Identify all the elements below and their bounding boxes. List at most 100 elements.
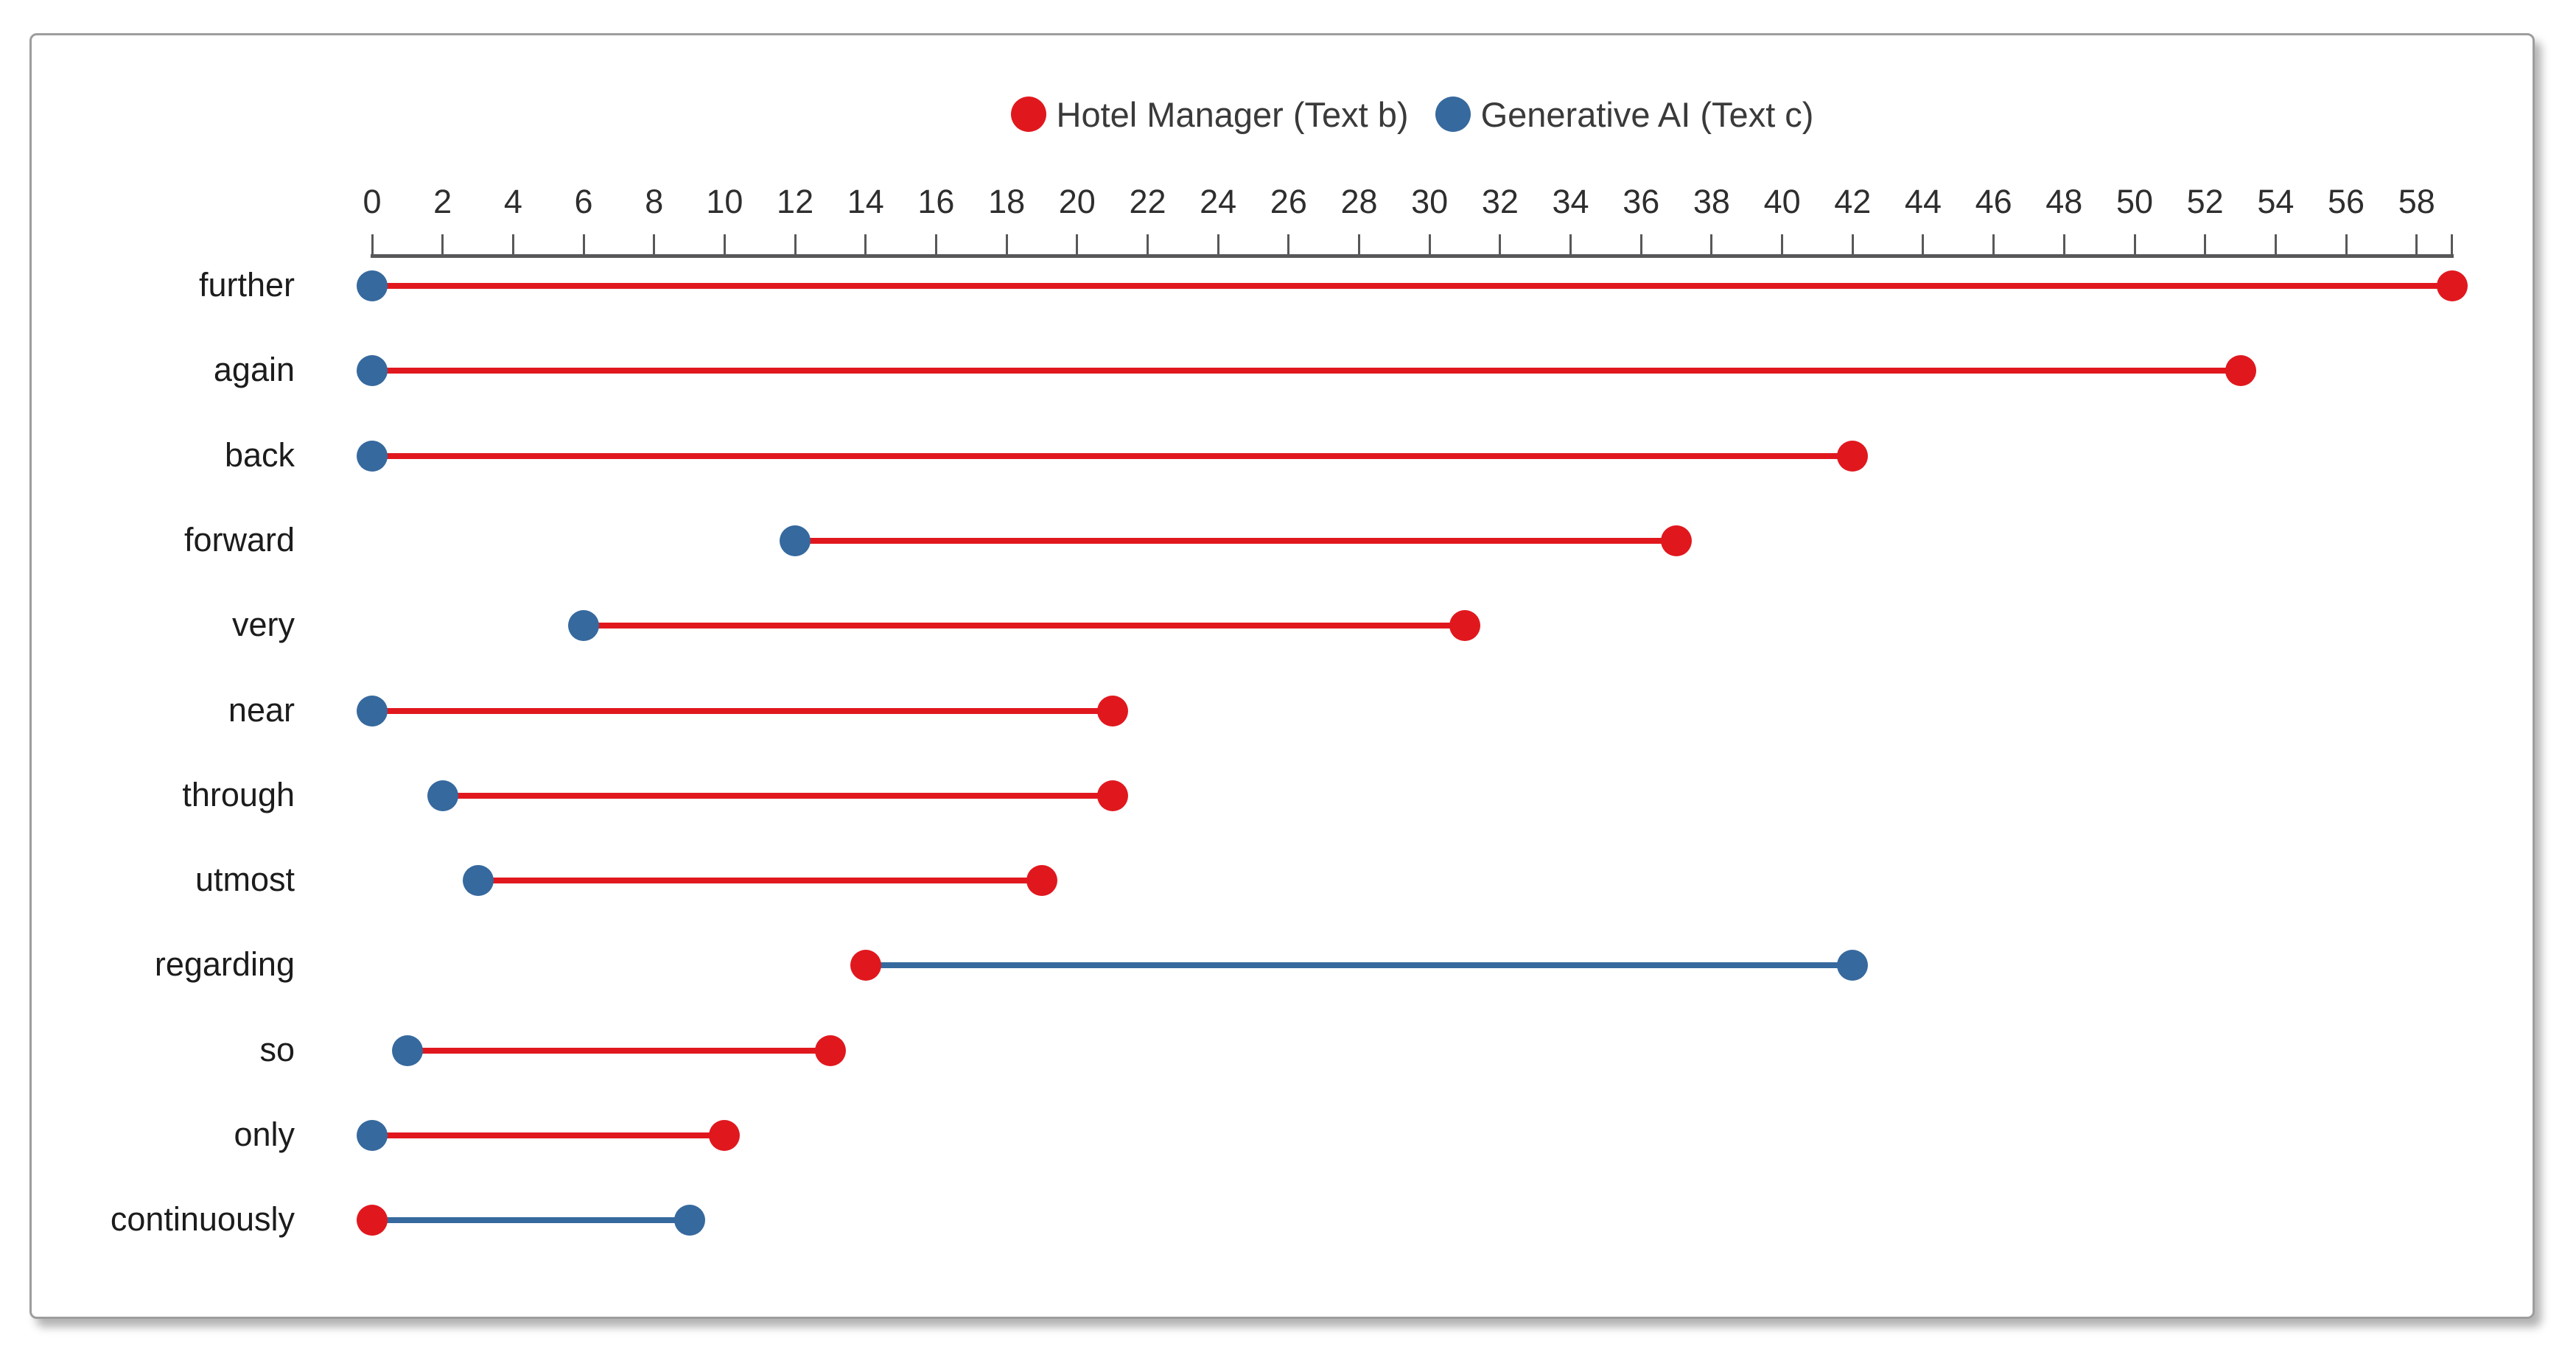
axis-tick-label: 4	[503, 183, 522, 220]
dumbbell-line	[407, 1047, 830, 1054]
axis-tick	[1710, 234, 1713, 254]
dumbbell-line	[477, 878, 1042, 884]
category-label: through	[182, 775, 295, 813]
dumbbell-line	[372, 707, 1113, 714]
legend-item-hotel-manager: Hotel Manager (Text b)	[1010, 94, 1409, 135]
axis-tick	[2415, 234, 2418, 254]
axis-tick	[1428, 234, 1431, 254]
category-label: near	[228, 690, 295, 729]
axis-tick-label: 52	[2186, 183, 2224, 220]
hotel-manager-dot	[1096, 780, 1128, 811]
axis-tick-label: 48	[2045, 183, 2083, 220]
axis-tick	[1358, 234, 1361, 254]
axis-tick-label: 8	[645, 183, 664, 220]
hotel-manager-dot	[850, 950, 881, 981]
chart-legend: Hotel Manager (Text b) Generative AI (Te…	[372, 81, 2452, 147]
hotel-manager-dot	[2436, 270, 2468, 301]
axis-tick	[2274, 234, 2277, 254]
axis-end-tick	[2451, 234, 2454, 254]
dumbbell-line	[372, 368, 2241, 374]
category-label: continuously	[110, 1200, 295, 1239]
axis-tick	[371, 234, 374, 254]
axis-tick	[1639, 234, 1642, 254]
axis-tick-label: 18	[988, 183, 1026, 220]
generative-ai-dot	[357, 355, 388, 387]
category-label: forward	[183, 520, 295, 559]
axis-tick	[1146, 234, 1149, 254]
hotel-manager-dot	[2225, 355, 2256, 387]
generative-ai-dot	[357, 1120, 388, 1151]
hotel-manager-dot	[814, 1034, 846, 1066]
dumbbell-line	[584, 623, 1466, 629]
axis-tick-label: 56	[2328, 183, 2365, 220]
axis-tick	[1569, 234, 1572, 254]
dumbbell-line	[795, 537, 1677, 544]
axis-tick	[1005, 234, 1008, 254]
axis-tick-label: 36	[1623, 183, 1660, 220]
axis-tick-label: 58	[2398, 183, 2435, 220]
category-label: utmost	[195, 861, 295, 899]
hotel-manager-dot	[1837, 440, 1869, 472]
axis-tick	[864, 234, 867, 254]
axis-tick-label: 30	[1411, 183, 1449, 220]
generative-ai-dot	[357, 270, 388, 301]
axis-tick-label: 10	[706, 183, 743, 220]
dumbbell-line	[372, 283, 2452, 289]
category-label: again	[213, 351, 295, 389]
axis-tick	[1992, 234, 1995, 254]
generative-ai-legend-dot-icon	[1435, 97, 1471, 132]
category-label: regarding	[154, 945, 295, 984]
axis-tick	[1781, 234, 1784, 254]
hotel-manager-dot	[1096, 695, 1128, 726]
axis-tick	[1287, 234, 1290, 254]
axis-tick-label: 32	[1481, 183, 1519, 220]
hotel-manager-dot	[709, 1120, 741, 1151]
category-label: only	[234, 1116, 295, 1153]
generative-ai-dot	[568, 610, 600, 642]
axis-tick-label: 0	[363, 183, 382, 220]
generative-ai-dot	[357, 440, 388, 472]
generative-ai-dot	[1837, 950, 1869, 981]
axis-tick	[582, 234, 585, 254]
axis-tick-label: 42	[1834, 183, 1872, 220]
axis-tick-label: 28	[1340, 183, 1378, 220]
hotel-manager-dot	[1026, 865, 1057, 897]
hotel-manager-dot	[1661, 525, 1693, 556]
category-label: further	[198, 266, 295, 304]
axis-tick	[1851, 234, 1854, 254]
axis-tick-label: 2	[433, 183, 452, 220]
axis-tick	[653, 234, 656, 254]
axis-tick-label: 38	[1693, 183, 1730, 220]
dumbbell-line	[372, 452, 1853, 459]
axis-tick	[723, 234, 726, 254]
axis-tick	[1217, 234, 1219, 254]
hotel-manager-legend-dot-icon	[1010, 97, 1046, 132]
axis-tick	[794, 234, 797, 254]
hotel-manager-dot	[357, 1205, 388, 1236]
axis-tick-label: 54	[2257, 183, 2295, 220]
dumbbell-line	[372, 1132, 725, 1138]
axis-tick-label: 40	[1763, 183, 1801, 220]
legend-label-hotel-manager: Hotel Manager (Text b)	[1056, 94, 1409, 134]
axis-tick	[1076, 234, 1079, 254]
axis-tick	[934, 234, 937, 254]
generative-ai-dot	[462, 865, 494, 897]
axis-tick-label: 6	[574, 183, 593, 220]
axis-tick-label: 44	[1904, 183, 1942, 220]
axis-tick	[2345, 234, 2348, 254]
dumbbell-line	[442, 792, 1113, 799]
axis-tick	[2062, 234, 2065, 254]
hotel-manager-dot	[1449, 610, 1481, 642]
legend-item-generative-ai: Generative AI (Text c)	[1435, 94, 1813, 135]
axis-tick-label: 24	[1200, 183, 1237, 220]
axis-tick-label: 50	[2115, 183, 2154, 220]
axis-tick	[441, 234, 444, 254]
axis-tick	[1499, 234, 1502, 254]
axis-tick-label: 14	[847, 183, 884, 220]
axis-tick-label: 22	[1129, 183, 1166, 220]
axis-tick	[2204, 234, 2207, 254]
category-label: so	[259, 1030, 295, 1068]
generative-ai-dot	[357, 695, 388, 726]
chart-card: Hotel Manager (Text b) Generative AI (Te…	[29, 33, 2535, 1319]
generative-ai-dot	[427, 780, 458, 811]
